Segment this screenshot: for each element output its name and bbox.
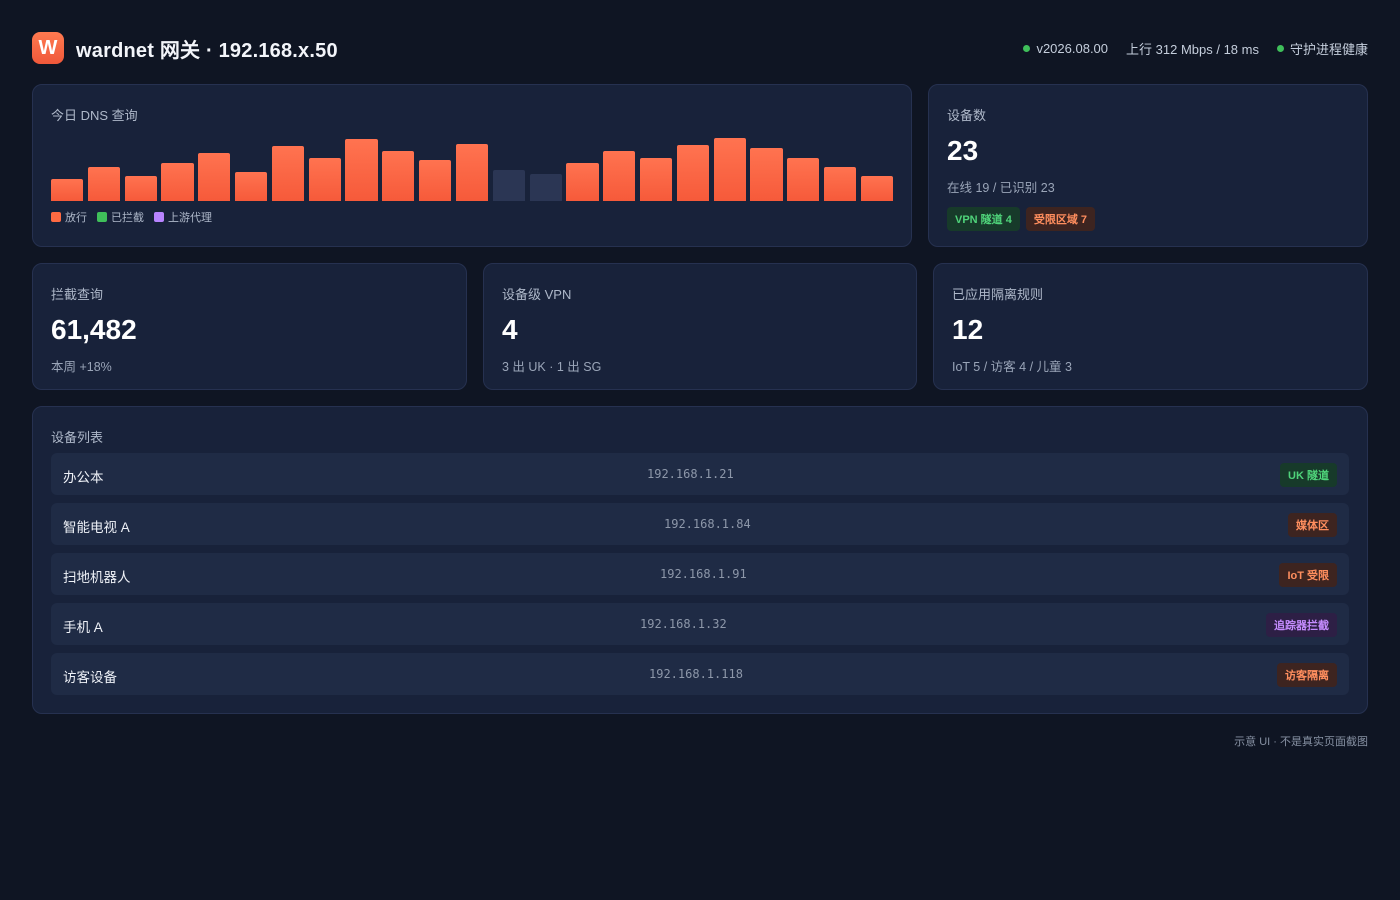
device-row[interactable]: 办公本 192.168.1.21 UK 隧道 — [51, 453, 1349, 495]
isolation-sub: IoT 5 / 访客 4 / 儿童 3 — [952, 360, 1072, 374]
device-policy-badge: 访客隔离 — [1277, 663, 1337, 687]
legend-proxy-label: 上游代理 — [168, 212, 212, 224]
dns-bar — [566, 163, 599, 201]
dns-bar — [529, 173, 562, 201]
dns-bar — [345, 139, 378, 201]
dns-bar — [750, 148, 783, 201]
dns-bar — [823, 167, 857, 201]
device-ip: 192.168.1.118 — [649, 667, 743, 681]
device-ip: 192.168.1.91 — [660, 567, 747, 581]
dns-bar — [124, 176, 157, 201]
dns-bar — [308, 158, 341, 201]
device-row[interactable]: 访客设备 192.168.1.118 访客隔离 — [51, 653, 1349, 695]
legend-allowed: 放行 — [51, 209, 87, 225]
device-name: 扫地机器人 — [63, 570, 131, 585]
dns-bar-chart — [51, 136, 895, 201]
blocked-value: 61,482 — [51, 314, 137, 345]
status-dot-icon — [1023, 44, 1031, 52]
version-status: v2026.08.00 — [1023, 41, 1108, 56]
dns-legend: 放行 已拦截 上游代理 — [51, 209, 212, 225]
footer-note: 示意 UI · 不是真实页面截图 — [1234, 736, 1368, 748]
device-count-title: 设备数 — [947, 108, 987, 123]
dns-bar — [676, 145, 709, 201]
dns-bar — [860, 176, 893, 201]
legend-allowed-swatch — [51, 212, 61, 222]
top-bar: W wardnet 网关 · 192.168.x.50 v2026.08.00 … — [32, 32, 1368, 64]
dns-bar — [51, 178, 84, 201]
brand: W wardnet 网关 · 192.168.x.50 — [32, 32, 338, 64]
device-ip: 192.168.1.32 — [640, 617, 727, 631]
device-ip: 192.168.1.21 — [647, 467, 734, 481]
page-title: wardnet 网关 · 192.168.x.50 — [76, 39, 338, 62]
device-row[interactable]: 手机 A 192.168.1.32 追踪器拦截 — [51, 603, 1349, 645]
dns-bar — [271, 145, 305, 201]
device-name: 智能电视 A — [63, 520, 130, 535]
device-row[interactable]: 扫地机器人 192.168.1.91 IoT 受限 — [51, 553, 1349, 595]
blocked-title: 拦截查询 — [51, 287, 104, 302]
legend-blocked-swatch — [97, 212, 107, 222]
daemon-status: 守护进程健康 — [1276, 39, 1368, 58]
device-ip: 192.168.1.84 — [664, 517, 751, 531]
vpn-tunnel-tag: VPN 隧道 4 — [947, 207, 1020, 231]
device-name: 办公本 — [63, 470, 104, 485]
device-list-title: 设备列表 — [51, 430, 104, 445]
dns-bar — [419, 160, 452, 201]
device-name: 手机 A — [63, 620, 103, 635]
device-vpn-card: 设备级 VPN 4 3 出 UK · 1 出 SG — [483, 263, 917, 390]
daemon-label: 守护进程健康 — [1289, 41, 1368, 57]
device-policy-badge: 追踪器拦截 — [1266, 613, 1337, 637]
health-dot-icon — [1276, 44, 1284, 52]
dns-bar — [198, 152, 231, 201]
device-count-value: 23 — [947, 135, 979, 166]
isolation-rules-card: 已应用隔离规则 12 IoT 5 / 访客 4 / 儿童 3 — [933, 263, 1368, 390]
dns-bar — [603, 150, 636, 201]
version-label: v2026.08.00 — [1036, 40, 1109, 56]
legend-proxy: 上游代理 — [154, 209, 212, 225]
blocked-queries-card: 拦截查询 61,482 本周 +18% — [32, 263, 467, 390]
dns-bar — [787, 158, 820, 201]
device-name: 访客设备 — [63, 670, 117, 685]
uplink-status: 上行 312 Mbps / 18 ms — [1126, 39, 1259, 58]
legend-blocked: 已拦截 — [97, 209, 144, 225]
device-count-card: 设备数 23 在线 19 / 已识别 23 VPN 隧道 4 受限区域 7 — [928, 84, 1368, 247]
isolation-value: 12 — [952, 314, 984, 345]
device-tags: VPN 隧道 4 受限区域 7 — [947, 207, 1096, 231]
dns-bar — [639, 158, 673, 201]
dns-bar — [161, 163, 194, 201]
isolation-title: 已应用隔离规则 — [952, 287, 1044, 302]
dns-bar — [492, 169, 525, 201]
dns-bar — [382, 150, 415, 201]
dns-bar — [455, 144, 489, 201]
blocked-sub: 本周 +18% — [51, 360, 112, 374]
device-list-card: 设备列表 办公本 192.168.1.21 UK 隧道 智能电视 A 192.1… — [32, 406, 1368, 714]
device-row[interactable]: 智能电视 A 192.168.1.84 媒体区 — [51, 503, 1349, 545]
dns-card-title: 今日 DNS 查询 — [51, 108, 138, 123]
legend-blocked-label: 已拦截 — [111, 212, 144, 224]
device-count-sub: 在线 19 / 已识别 23 — [947, 181, 1055, 195]
legend-proxy-swatch — [154, 212, 164, 222]
vpn-value: 4 — [502, 314, 518, 345]
vpn-title: 设备级 VPN — [502, 287, 572, 302]
vpn-sub: 3 出 UK · 1 出 SG — [502, 360, 602, 374]
uplink-label: 上行 312 Mbps / 18 ms — [1126, 41, 1259, 57]
app-logo: W — [32, 32, 64, 64]
status-bar: v2026.08.00 上行 312 Mbps / 18 ms 守护进程健康 — [1023, 39, 1368, 58]
dns-bar — [235, 171, 268, 201]
restricted-zone-tag: 受限区域 7 — [1025, 207, 1096, 231]
dns-bar — [87, 167, 120, 201]
dns-bar — [713, 137, 746, 201]
device-policy-badge: 媒体区 — [1288, 513, 1337, 537]
legend-allowed-label: 放行 — [65, 212, 87, 224]
device-policy-badge: IoT 受限 — [1279, 563, 1337, 587]
device-policy-badge: UK 隧道 — [1280, 463, 1337, 487]
